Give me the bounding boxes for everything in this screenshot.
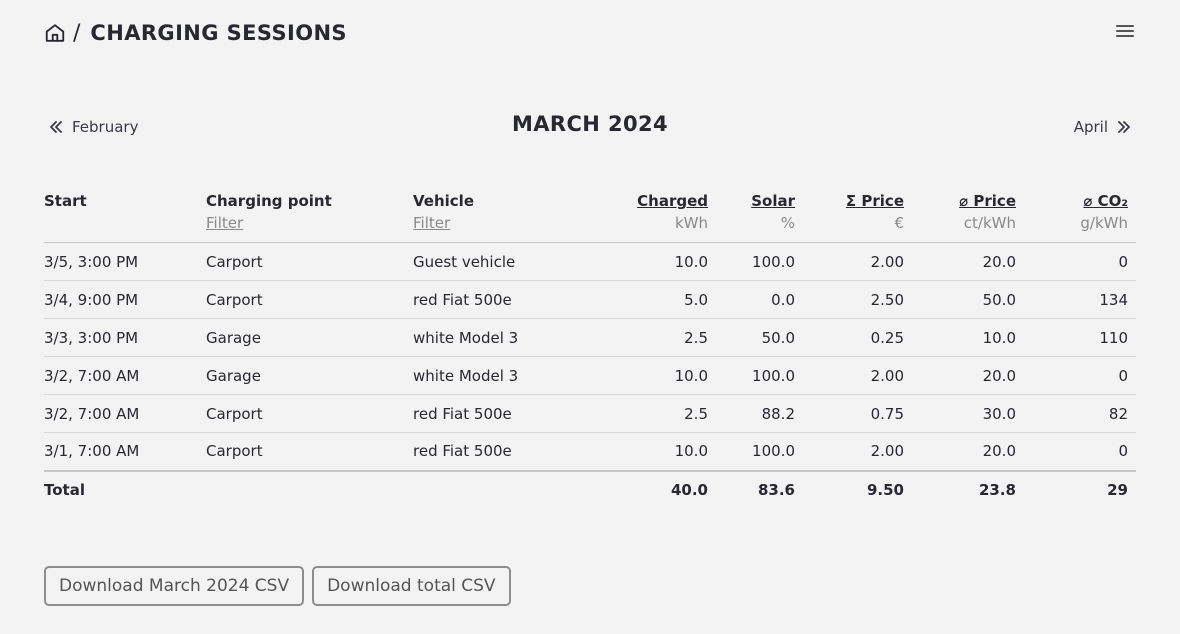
total-co2: 29: [1024, 469, 1136, 509]
download-total-csv-button[interactable]: Download total CSV: [312, 566, 511, 606]
breadcrumb-separator: /: [73, 20, 81, 46]
cell-price: 0.25: [803, 318, 912, 357]
avg-price-unit: ct/kWh: [963, 214, 1016, 232]
cell-vehicle: white Model 3: [413, 318, 593, 357]
sort-solar-link[interactable]: Solar: [751, 192, 795, 210]
cell-price: 0.75: [803, 394, 912, 433]
download-month-csv-button[interactable]: Download March 2024 CSV: [44, 566, 305, 606]
total-price: 9.50: [803, 469, 912, 509]
cell-avg-price: 50.0: [912, 280, 1024, 319]
column-header-price: Σ Price €: [803, 188, 912, 243]
total-row: Total 40.0 83.6 9.50 23.8 29: [44, 469, 1136, 509]
next-month-label: April: [1073, 118, 1108, 136]
total-label: Total: [44, 469, 206, 509]
cell-vehicle: red Fiat 500e: [413, 280, 593, 319]
cell-start: 3/5, 3:00 PM: [44, 242, 206, 281]
cell-co2: 110: [1024, 318, 1136, 357]
cell-charging-point: Garage: [206, 356, 413, 395]
table-row[interactable]: 3/3, 3:00 PM Garage white Model 3 2.5 50…: [44, 318, 1136, 357]
cell-solar: 0.0: [716, 280, 803, 319]
previous-month-link[interactable]: February: [48, 118, 138, 136]
cell-avg-price: 20.0: [912, 432, 1024, 471]
cell-charging-point: Carport: [206, 432, 413, 471]
cell-charged: 10.0: [593, 242, 716, 281]
previous-month-label: February: [72, 118, 139, 136]
total-avg-price: 23.8: [912, 469, 1024, 509]
cell-price: 2.00: [803, 242, 912, 281]
table-header-row: Start Charging point Filter Vehicle Filt…: [44, 188, 1136, 243]
cell-vehicle: Guest vehicle: [413, 242, 593, 281]
current-month-title: MARCH 2024: [511, 112, 669, 136]
cell-vehicle: red Fiat 500e: [413, 432, 593, 471]
co2-unit: g/kWh: [1080, 214, 1128, 232]
table-row[interactable]: 3/2, 7:00 AM Carport red Fiat 500e 2.5 8…: [44, 394, 1136, 433]
column-header-vehicle: Vehicle Filter: [413, 188, 593, 243]
charging-sessions-table: Start Charging point Filter Vehicle Filt…: [44, 188, 1136, 509]
cell-solar: 100.0: [716, 242, 803, 281]
download-buttons: Download March 2024 CSV Download total C…: [44, 566, 511, 606]
cell-co2: 82: [1024, 394, 1136, 433]
cell-avg-price: 30.0: [912, 394, 1024, 433]
charging-point-filter-link[interactable]: Filter: [206, 214, 244, 232]
sort-price-link[interactable]: Σ Price: [845, 192, 904, 210]
cell-price: 2.00: [803, 432, 912, 471]
cell-price: 2.00: [803, 356, 912, 395]
total-charged: 40.0: [593, 469, 716, 509]
price-unit: €: [894, 214, 904, 232]
cell-solar: 50.0: [716, 318, 803, 357]
sort-avg-price-link[interactable]: ⌀ Price: [959, 192, 1016, 210]
table-row[interactable]: 3/4, 9:00 PM Carport red Fiat 500e 5.0 0…: [44, 280, 1136, 319]
cell-charging-point: Garage: [206, 318, 413, 357]
cell-co2: 0: [1024, 242, 1136, 281]
cell-start: 3/2, 7:00 AM: [44, 394, 206, 433]
column-header-co2: ⌀ CO₂ g/kWh: [1024, 188, 1136, 243]
cell-charged: 10.0: [593, 432, 716, 471]
cell-charging-point: Carport: [206, 280, 413, 319]
cell-co2: 134: [1024, 280, 1136, 319]
hamburger-menu-icon[interactable]: [1116, 23, 1134, 39]
column-header-avg-price: ⌀ Price ct/kWh: [912, 188, 1024, 243]
sort-charged-link[interactable]: Charged: [637, 192, 708, 210]
table-row[interactable]: 3/2, 7:00 AM Garage white Model 3 10.0 1…: [44, 356, 1136, 395]
double-chevron-left-icon: [48, 119, 64, 135]
cell-solar: 88.2: [716, 394, 803, 433]
cell-avg-price: 10.0: [912, 318, 1024, 357]
double-chevron-right-icon: [1116, 119, 1132, 135]
home-icon[interactable]: [44, 22, 66, 44]
vehicle-filter-link[interactable]: Filter: [413, 214, 451, 232]
page-title: CHARGING SESSIONS: [90, 21, 347, 45]
cell-start: 3/2, 7:00 AM: [44, 356, 206, 395]
cell-charged: 2.5: [593, 318, 716, 357]
cell-solar: 100.0: [716, 432, 803, 471]
cell-charged: 10.0: [593, 356, 716, 395]
cell-vehicle: red Fiat 500e: [413, 394, 593, 433]
column-header-charging-point: Charging point Filter: [206, 188, 413, 243]
cell-avg-price: 20.0: [912, 356, 1024, 395]
column-header-start: Start: [44, 188, 206, 243]
table-row[interactable]: 3/1, 7:00 AM Carport red Fiat 500e 10.0 …: [44, 432, 1136, 471]
column-header-charged: Charged kWh: [593, 188, 716, 243]
total-solar: 83.6: [716, 469, 803, 509]
cell-charged: 2.5: [593, 394, 716, 433]
cell-solar: 100.0: [716, 356, 803, 395]
solar-unit: %: [780, 214, 795, 232]
cell-start: 3/1, 7:00 AM: [44, 432, 206, 471]
cell-vehicle: white Model 3: [413, 356, 593, 395]
cell-charging-point: Carport: [206, 242, 413, 281]
next-month-link[interactable]: April: [1074, 118, 1132, 136]
cell-charging-point: Carport: [206, 394, 413, 433]
cell-start: 3/4, 9:00 PM: [44, 280, 206, 319]
cell-start: 3/3, 3:00 PM: [44, 318, 206, 357]
table-row[interactable]: 3/5, 3:00 PM Carport Guest vehicle 10.0 …: [44, 242, 1136, 281]
month-navigation: February MARCH 2024 April: [44, 108, 1136, 144]
column-header-solar: Solar %: [716, 188, 803, 243]
cell-co2: 0: [1024, 356, 1136, 395]
cell-price: 2.50: [803, 280, 912, 319]
sort-co2-link[interactable]: ⌀ CO₂: [1083, 192, 1128, 210]
charged-unit: kWh: [674, 214, 708, 232]
cell-co2: 0: [1024, 432, 1136, 471]
cell-avg-price: 20.0: [912, 242, 1024, 281]
cell-charged: 5.0: [593, 280, 716, 319]
page-header: / CHARGING SESSIONS: [44, 18, 1136, 48]
